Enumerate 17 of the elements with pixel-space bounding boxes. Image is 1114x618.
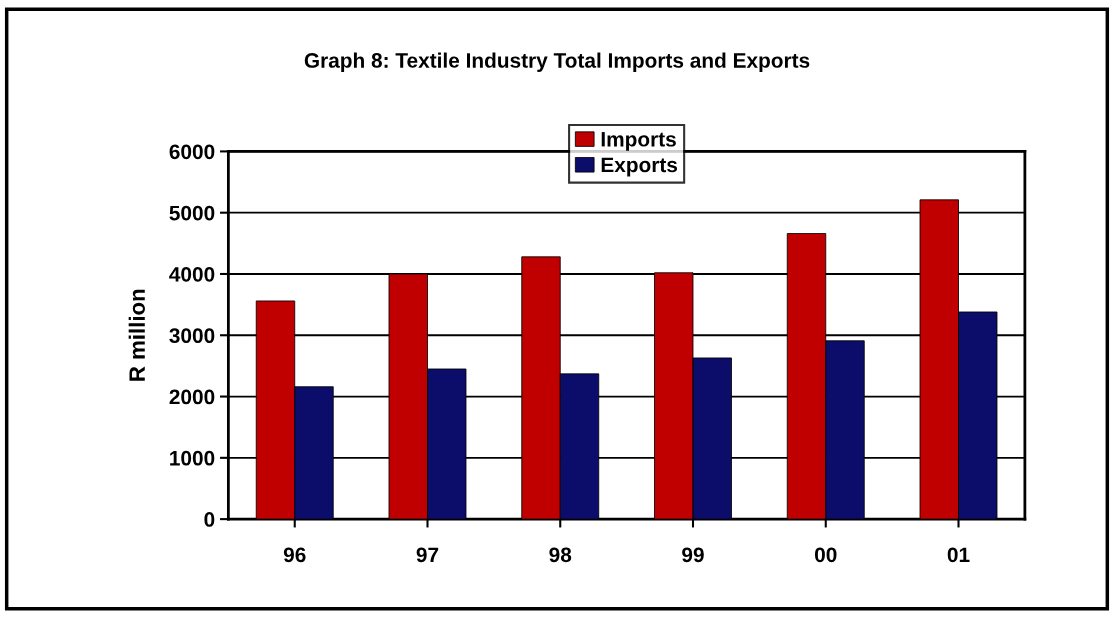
y-axis-title: R million bbox=[128, 289, 145, 381]
y-tick-label: 2000 bbox=[169, 389, 215, 405]
y-tick-label: 5000 bbox=[169, 205, 215, 221]
x-tick-label: 96 bbox=[283, 547, 306, 563]
y-tick-label: 0 bbox=[204, 512, 215, 527]
y-tick-label: 3000 bbox=[169, 328, 215, 344]
y-tick-label: 6000 bbox=[169, 144, 215, 160]
x-tick-label: 99 bbox=[682, 547, 704, 563]
y-tick-label: 4000 bbox=[169, 266, 215, 282]
chart-title: Graph 8: Textile Industry Total Imports and Exports bbox=[304, 52, 810, 72]
legend-label: Imports bbox=[601, 132, 676, 151]
x-tick-label: 01 bbox=[947, 547, 970, 563]
y-tick-label: 1000 bbox=[170, 450, 215, 466]
legend-label: Exports bbox=[601, 157, 678, 177]
x-tick-label: 98 bbox=[549, 547, 572, 563]
x-tick-label: 00 bbox=[814, 547, 837, 563]
x-tick-label: 97 bbox=[416, 547, 439, 563]
